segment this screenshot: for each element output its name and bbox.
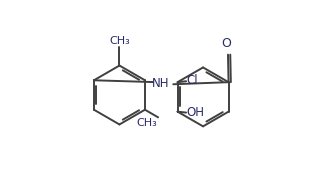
- Text: OH: OH: [187, 106, 205, 120]
- Text: NH: NH: [151, 77, 169, 90]
- Text: Cl: Cl: [187, 74, 198, 87]
- Text: O: O: [221, 37, 231, 50]
- Text: CH₃: CH₃: [136, 118, 157, 128]
- Text: CH₃: CH₃: [109, 36, 130, 46]
